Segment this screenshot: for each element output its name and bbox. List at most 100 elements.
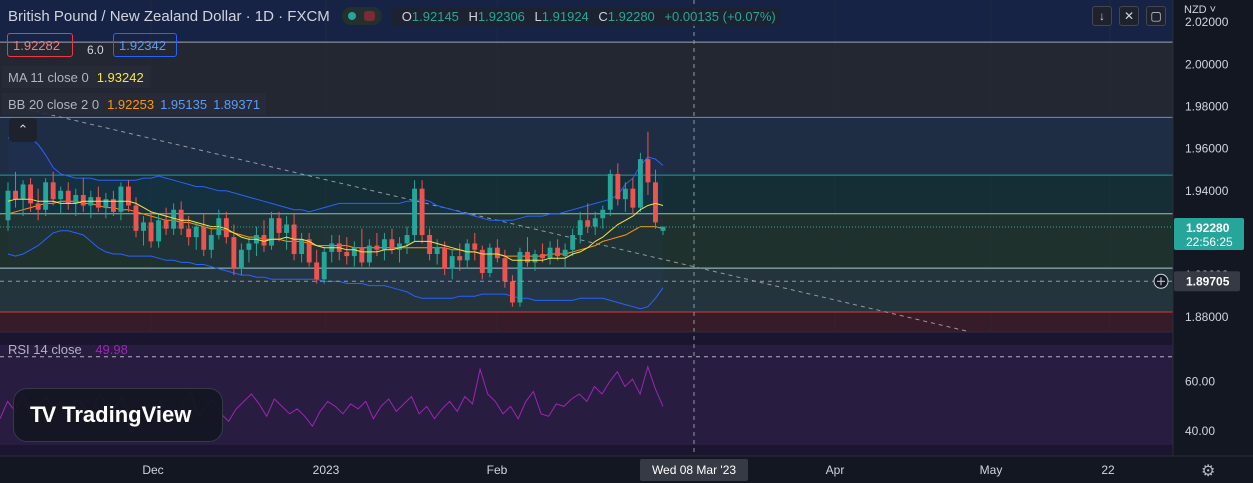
candle [178, 201, 184, 236]
candle [645, 131, 651, 195]
candle [577, 211, 583, 244]
last-price-label: 1.92280 [1186, 221, 1230, 235]
candle [186, 216, 192, 246]
candle-body [118, 186, 124, 212]
time-tick-label: 22 [1101, 463, 1115, 477]
candle-body [156, 220, 162, 242]
price-tick-label: 1.96000 [1185, 142, 1229, 156]
crosshair-date-label: Wed 08 Mar '23 [652, 463, 736, 477]
candle [630, 178, 636, 214]
candle-body [65, 190, 71, 204]
bb-lower-value: 1.89371 [213, 96, 261, 112]
candle-body [269, 218, 274, 246]
sell-button[interactable]: 1.92282 [7, 33, 73, 57]
candle [5, 182, 11, 231]
candle-body [13, 190, 18, 200]
candle-body [246, 243, 252, 250]
candle-body [148, 222, 154, 242]
price-tick-label: 1.98000 [1185, 99, 1229, 113]
crosshair-price-label: 1.89705 [1186, 274, 1230, 288]
candle-body [43, 182, 49, 210]
candle-body [321, 251, 327, 280]
ma-legend-name: MA 11 close 0 [8, 69, 89, 85]
candle-body [306, 239, 312, 263]
gear-icon[interactable]: ⚙ [1201, 463, 1216, 480]
symbol-title[interactable]: British Pound / New Zealand Dollar · 1D … [8, 7, 330, 25]
candle [600, 205, 606, 229]
candle [585, 203, 591, 233]
candle-body [397, 243, 402, 250]
candle-body [133, 205, 139, 231]
bb-legend-name: BB 20 close 2 0 [8, 96, 100, 112]
candle-body [532, 254, 538, 263]
candle-body [178, 209, 184, 229]
bb-legend[interactable]: BB 20 close 2 0 1.92253 1.95135 1.89371 [2, 93, 267, 115]
candle [570, 228, 576, 257]
candle [261, 220, 267, 252]
candle-body [427, 235, 433, 255]
time-tick-label: May [980, 463, 1003, 477]
rsi-legend-value: 49.98 [95, 342, 128, 357]
candle-body [344, 251, 350, 257]
market-status-toggle[interactable] [341, 7, 382, 25]
candle [171, 203, 177, 236]
chevron-down-icon: ˅ [1209, 4, 1217, 16]
candle-body [412, 188, 417, 236]
change-value: +0.00135 (+0.07%) [664, 8, 776, 24]
candle [653, 169, 658, 229]
candle [622, 182, 628, 212]
candle-body [366, 245, 372, 263]
candle [58, 186, 64, 214]
low-value: 1.91924 [541, 8, 589, 24]
ohlc-values: O1.92145 H1.92306 L1.91924 C1.92280 +0.0… [391, 6, 780, 26]
candle-body [50, 182, 56, 200]
candle-body [284, 224, 290, 233]
screenshot-icon[interactable]: ▢ [1146, 6, 1166, 26]
candle [479, 245, 485, 280]
ma-legend-value: 1.93242 [96, 69, 144, 85]
candle-body [540, 254, 545, 259]
download-icon[interactable]: ↓ [1092, 6, 1112, 26]
bb-upper-line [7, 135, 664, 221]
crosshair [0, 0, 1173, 456]
candle [525, 237, 530, 267]
candle [660, 226, 666, 236]
candle [487, 243, 493, 278]
tradingview-logo[interactable]: TV TradingView [13, 388, 223, 442]
candle-body [637, 159, 643, 208]
candle-body [449, 256, 455, 269]
time-tick-label: 2023 [313, 463, 340, 477]
candle [351, 241, 357, 267]
candle [13, 171, 18, 208]
fullscreen-icon[interactable]: ✕ [1119, 6, 1139, 26]
candle [562, 243, 568, 269]
candle-body [223, 218, 229, 238]
candle-body [479, 249, 485, 273]
candle-body [615, 173, 621, 200]
chevron-up-icon[interactable]: ⌃ [9, 118, 37, 142]
ma-legend[interactable]: MA 11 close 0 1.93242 [2, 66, 150, 88]
candle [427, 228, 433, 261]
candle-body [381, 239, 387, 250]
candle-body [110, 199, 116, 212]
candle-body [525, 251, 530, 263]
candle [73, 188, 79, 217]
candle-body [607, 173, 613, 210]
rsi-legend-name: RSI 14 close [8, 342, 82, 357]
buy-button[interactable]: 1.92342 [113, 33, 177, 57]
candle [314, 249, 320, 284]
zone-band-6 [0, 311, 1173, 332]
plus-circle-icon [1153, 273, 1169, 289]
price-tick-label: 1.94000 [1185, 184, 1229, 198]
candle [472, 232, 478, 261]
candle-body [494, 247, 500, 259]
crosshair-date-box [640, 459, 748, 481]
candle [366, 239, 372, 267]
rsi-legend[interactable]: RSI 14 close 49.98 [8, 342, 128, 357]
candle [193, 222, 199, 250]
price-tick-label: 2.02000 [1185, 15, 1229, 29]
currency-selector[interactable]: NZD ˅ [1184, 4, 1217, 16]
candle-body [660, 226, 666, 231]
candle [65, 182, 71, 210]
